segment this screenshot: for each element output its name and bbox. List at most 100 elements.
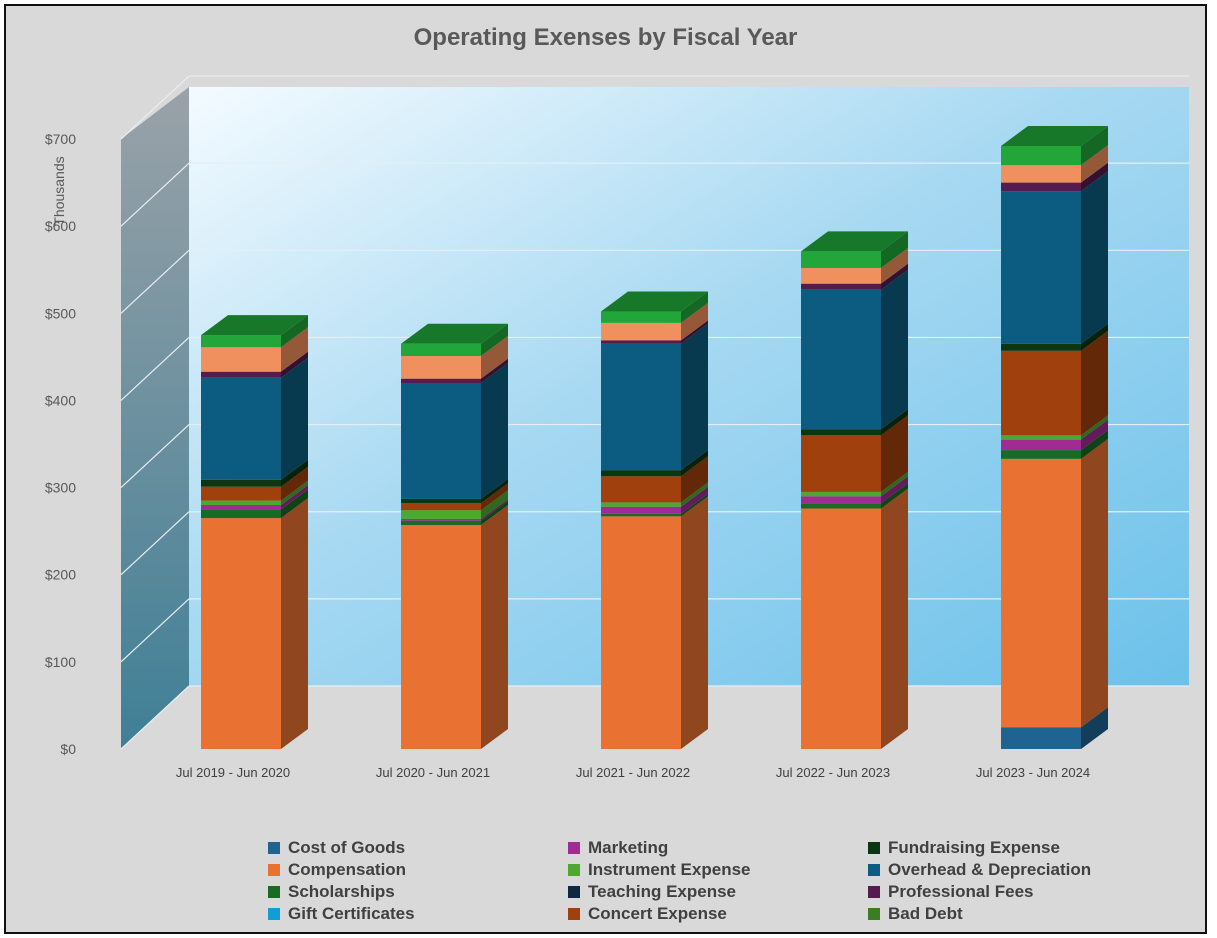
bar-segment-side [281, 459, 308, 487]
gridline-side [120, 249, 190, 314]
y-tick-label: $0 [60, 741, 76, 757]
legend-item: Fundraising Expense [868, 838, 1168, 858]
legend-swatch [568, 864, 580, 876]
bar-segment-side [481, 490, 508, 519]
bar-segment-side [481, 500, 508, 526]
bar-segment [601, 506, 681, 514]
bar-segment [401, 525, 481, 749]
bar-segment-side [681, 450, 708, 477]
gridline-side [120, 162, 190, 227]
bar-segment-side [881, 488, 908, 749]
y-tick-label: $100 [45, 654, 76, 670]
bar-top [201, 315, 308, 336]
bar-segment-side [481, 505, 508, 749]
bar-segment [1001, 727, 1081, 749]
legend-swatch [868, 842, 880, 854]
bar-segment-side [281, 480, 308, 506]
bar-segment-side [1081, 162, 1108, 192]
bar-segment [601, 340, 681, 344]
bar-stack [1001, 125, 1108, 749]
bar-segment [601, 470, 681, 477]
bar-segment [401, 520, 481, 526]
legend-item: Overhead & Depreciation [868, 860, 1168, 880]
bar-segment-side [481, 335, 508, 379]
chart-legend: Cost of Goods Marketing Fundraising Expens… [268, 838, 1168, 924]
bar-segment [601, 311, 681, 323]
legend-item: Bad Debt [868, 904, 1168, 924]
x-tick-label: Jul 2019 - Jun 2020 [176, 765, 290, 780]
bar-segment-side [1081, 145, 1108, 183]
bar-segment-side [481, 323, 508, 356]
bar-segment-side [281, 351, 308, 378]
bar-segment-side [681, 456, 708, 503]
gridline-side [120, 75, 190, 140]
legend-item: Scholarships [268, 882, 568, 902]
bar-segment [801, 491, 881, 497]
legend-swatch [868, 864, 880, 876]
gridline-side [120, 685, 190, 750]
bar-segment [1001, 350, 1081, 436]
legend-item: Cost of Goods [268, 838, 568, 858]
bar-segment-side [681, 320, 708, 344]
legend-swatch [568, 886, 580, 898]
bar-segment-side [281, 485, 308, 510]
chart-frame: Operating Exenses by Fiscal Year $0 $100 $… [4, 4, 1207, 934]
bar-segment [801, 435, 881, 492]
bar-segment-side [681, 302, 708, 341]
bar-stack [601, 291, 708, 749]
bar-stack [401, 323, 508, 749]
bar-stack [201, 315, 308, 749]
legend-label: Instrument Expense [588, 860, 751, 879]
bar-segment-side [481, 358, 508, 384]
bar-segment [1001, 191, 1081, 344]
bar-segment-side [1081, 323, 1108, 351]
bar-segment [401, 343, 481, 356]
bar-segment-side [1081, 419, 1108, 451]
bar-segment-side [1081, 330, 1108, 436]
bar-segment [801, 267, 881, 284]
bar-segment [1001, 450, 1081, 459]
x-tick-label: Jul 2020 - Jun 2021 [376, 765, 490, 780]
bar-segment-side [1081, 707, 1108, 749]
bar-segment [401, 503, 481, 511]
y-tick-label: $400 [45, 392, 76, 408]
bar-segment [801, 289, 881, 430]
bar-segment-side [481, 483, 508, 511]
legend-label: Gift Certificates [288, 904, 415, 923]
bar-segment [201, 509, 281, 519]
bar-segment [401, 498, 481, 504]
y-tick-label: $600 [45, 218, 76, 234]
bar-segment-side [1081, 415, 1108, 440]
legend-swatch [268, 886, 280, 898]
bar-segment [1001, 343, 1081, 351]
bar-segment-side [281, 489, 308, 519]
legend-item: Marketing [568, 838, 868, 858]
x-tick-label: Jul 2022 - Jun 2023 [776, 765, 890, 780]
bar-segment-side [481, 478, 508, 504]
bar-stack [801, 231, 908, 749]
bar-segment [601, 322, 681, 341]
bar-segment-side [881, 409, 908, 436]
bar-segment-side [881, 269, 908, 430]
bar-segment [601, 476, 681, 503]
bar-segment [801, 251, 881, 268]
bar-segment [801, 496, 881, 504]
bar-top [1001, 125, 1108, 146]
legend-item: Gift Certificates [268, 904, 568, 924]
legend-label: Concert Expense [588, 904, 727, 923]
bar-segment [201, 371, 281, 378]
bar-segment-side [681, 323, 708, 471]
bar-segment-side [281, 327, 308, 372]
x-tick-label: Jul 2023 - Jun 2024 [976, 765, 1090, 780]
bar-segment [601, 513, 681, 517]
legend-label: Cost of Goods [288, 838, 406, 857]
legend-swatch [268, 864, 280, 876]
x-tick-label: Jul 2021 - Jun 2022 [576, 765, 690, 780]
bar-segment [401, 383, 481, 499]
bar-segment [1001, 145, 1081, 166]
bar-segment [801, 503, 881, 509]
bar-segment-side [881, 415, 908, 492]
bar-segment-side [881, 231, 908, 268]
bar-top [601, 291, 708, 312]
legend-swatch [268, 842, 280, 854]
